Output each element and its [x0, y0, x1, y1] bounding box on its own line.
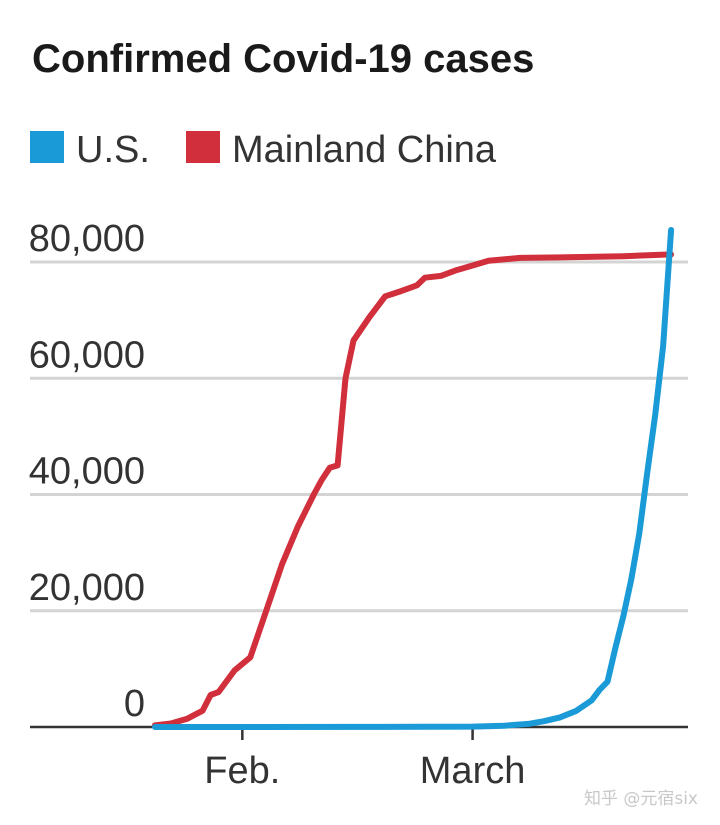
series-line-us: [152, 227, 675, 730]
x-axis-ticks: Feb. March: [204, 727, 525, 792]
y-tick-label: 20,000: [29, 567, 145, 609]
y-tick-label: 60,000: [29, 334, 145, 376]
legend-label-us: U.S.: [76, 129, 150, 171]
chart-title: Confirmed Covid-19 cases: [32, 37, 534, 81]
series-line-china: [152, 251, 675, 729]
legend: U.S. Mainland China: [30, 129, 497, 171]
y-axis-tick-labels: 0 20,000 40,000 60,000 80,000: [29, 218, 145, 725]
gridlines: [30, 260, 688, 613]
x-tick-label: Feb.: [204, 750, 280, 792]
y-tick-label: 80,000: [29, 218, 145, 260]
series-lines: [152, 227, 675, 730]
legend-label-china: Mainland China: [232, 129, 497, 171]
watermark-text: 知乎 @元宿six: [584, 789, 698, 809]
legend-swatch-us: [30, 131, 64, 163]
y-tick-label: 0: [124, 683, 145, 725]
y-tick-label: 40,000: [29, 451, 145, 493]
x-tick-label: March: [420, 750, 526, 792]
legend-swatch-china: [186, 131, 220, 163]
